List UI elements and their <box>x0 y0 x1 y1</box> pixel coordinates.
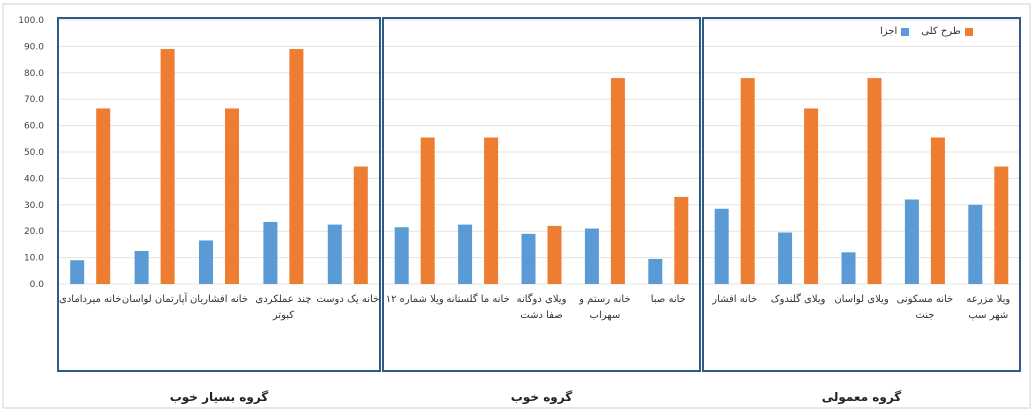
bar-whole <box>740 78 755 284</box>
legend-swatch-whole <box>964 27 973 36</box>
bar-parts <box>714 208 729 284</box>
y-tick-label: 50.0 <box>24 148 44 158</box>
x-category-label: سهراب <box>590 310 621 321</box>
x-category-label: خانه افشار <box>711 294 757 305</box>
x-category-label: خانه رستم و <box>578 294 630 305</box>
y-tick-label: 70.0 <box>24 95 44 105</box>
bar-parts <box>968 204 983 284</box>
y-tick-label: 10.0 <box>24 254 44 264</box>
bar-parts <box>904 199 919 284</box>
group-frame <box>702 17 1021 372</box>
legend-label-whole: طرح کلی <box>921 26 961 37</box>
bar-parts <box>521 233 536 284</box>
y-tick-label: 90.0 <box>24 42 44 52</box>
x-category-label: ویلای دوگانه <box>517 293 567 305</box>
bar-parts <box>778 232 793 284</box>
bar-whole <box>160 49 175 284</box>
legend-label-parts: اجزا <box>880 26 898 37</box>
bar-parts <box>394 227 409 284</box>
x-category-label: صفا دشت <box>520 310 562 321</box>
bar-whole <box>420 137 435 284</box>
bar-whole <box>994 166 1009 284</box>
bar-parts <box>70 260 85 284</box>
bar-parts <box>199 240 213 284</box>
chart-frame <box>2 3 1031 409</box>
bar-whole <box>225 108 239 284</box>
legend: طرح کلی اجزا <box>880 26 973 37</box>
y-tick-label: 100.0 <box>18 16 44 26</box>
bar-parts <box>841 252 856 284</box>
group-frame <box>382 17 701 372</box>
y-tick-label: 40.0 <box>24 174 44 184</box>
y-tick-label: 30.0 <box>24 201 44 211</box>
bar-whole <box>867 78 882 284</box>
x-category-label: چند عملکردی <box>255 294 311 305</box>
x-category-label: شهر سپ <box>968 310 1008 321</box>
x-category-label: ویلا شماره ۱۲ <box>386 294 444 305</box>
x-category-label: خانه مسکونی <box>897 294 954 305</box>
bar-parts <box>648 258 663 284</box>
legend-swatch-parts <box>901 27 910 36</box>
x-category-label: ویلای لواسان <box>834 294 889 305</box>
group-label: گروه خوب <box>511 390 572 405</box>
bar-whole <box>804 108 819 284</box>
x-category-label: خانه ما گلستانه <box>446 293 509 305</box>
bar-parts <box>327 224 342 284</box>
x-category-label: خانه میردامادی <box>59 294 121 305</box>
bar-whole <box>547 225 562 284</box>
bar-whole <box>610 78 625 284</box>
bar-parts <box>134 251 149 284</box>
x-category-label: خانه افشاریان <box>190 294 248 305</box>
x-category-label: خانه صبا <box>651 294 686 305</box>
bar-whole <box>353 166 368 284</box>
group-frame <box>57 17 381 372</box>
x-category-label: کبوتر <box>272 310 294 321</box>
bar-whole <box>484 137 499 284</box>
x-category-label: آپارتمان لواسان <box>122 292 189 305</box>
bar-whole <box>289 49 304 284</box>
group-label: گروه معمولی <box>822 390 902 405</box>
group-label: گروه بسیار خوب <box>170 390 269 405</box>
legend-item-whole: طرح کلی <box>921 26 973 37</box>
x-category-label: خانه یک دوست <box>316 294 379 305</box>
bar-parts <box>584 228 599 284</box>
bar-whole <box>930 137 945 284</box>
bar-whole <box>96 108 111 284</box>
y-tick-label: 0.0 <box>30 280 45 290</box>
y-tick-label: 80.0 <box>24 69 44 79</box>
bar-whole <box>674 196 689 284</box>
bar-parts <box>263 221 278 284</box>
x-category-label: ویلای گلندوک <box>771 293 826 305</box>
legend-item-parts: اجزا <box>880 26 910 37</box>
y-tick-label: 60.0 <box>24 122 44 132</box>
x-category-label: ویلا مزرعه <box>966 294 1010 305</box>
bar-parts <box>458 224 473 284</box>
y-tick-label: 20.0 <box>24 227 44 237</box>
x-category-label: جنت <box>915 310 934 321</box>
